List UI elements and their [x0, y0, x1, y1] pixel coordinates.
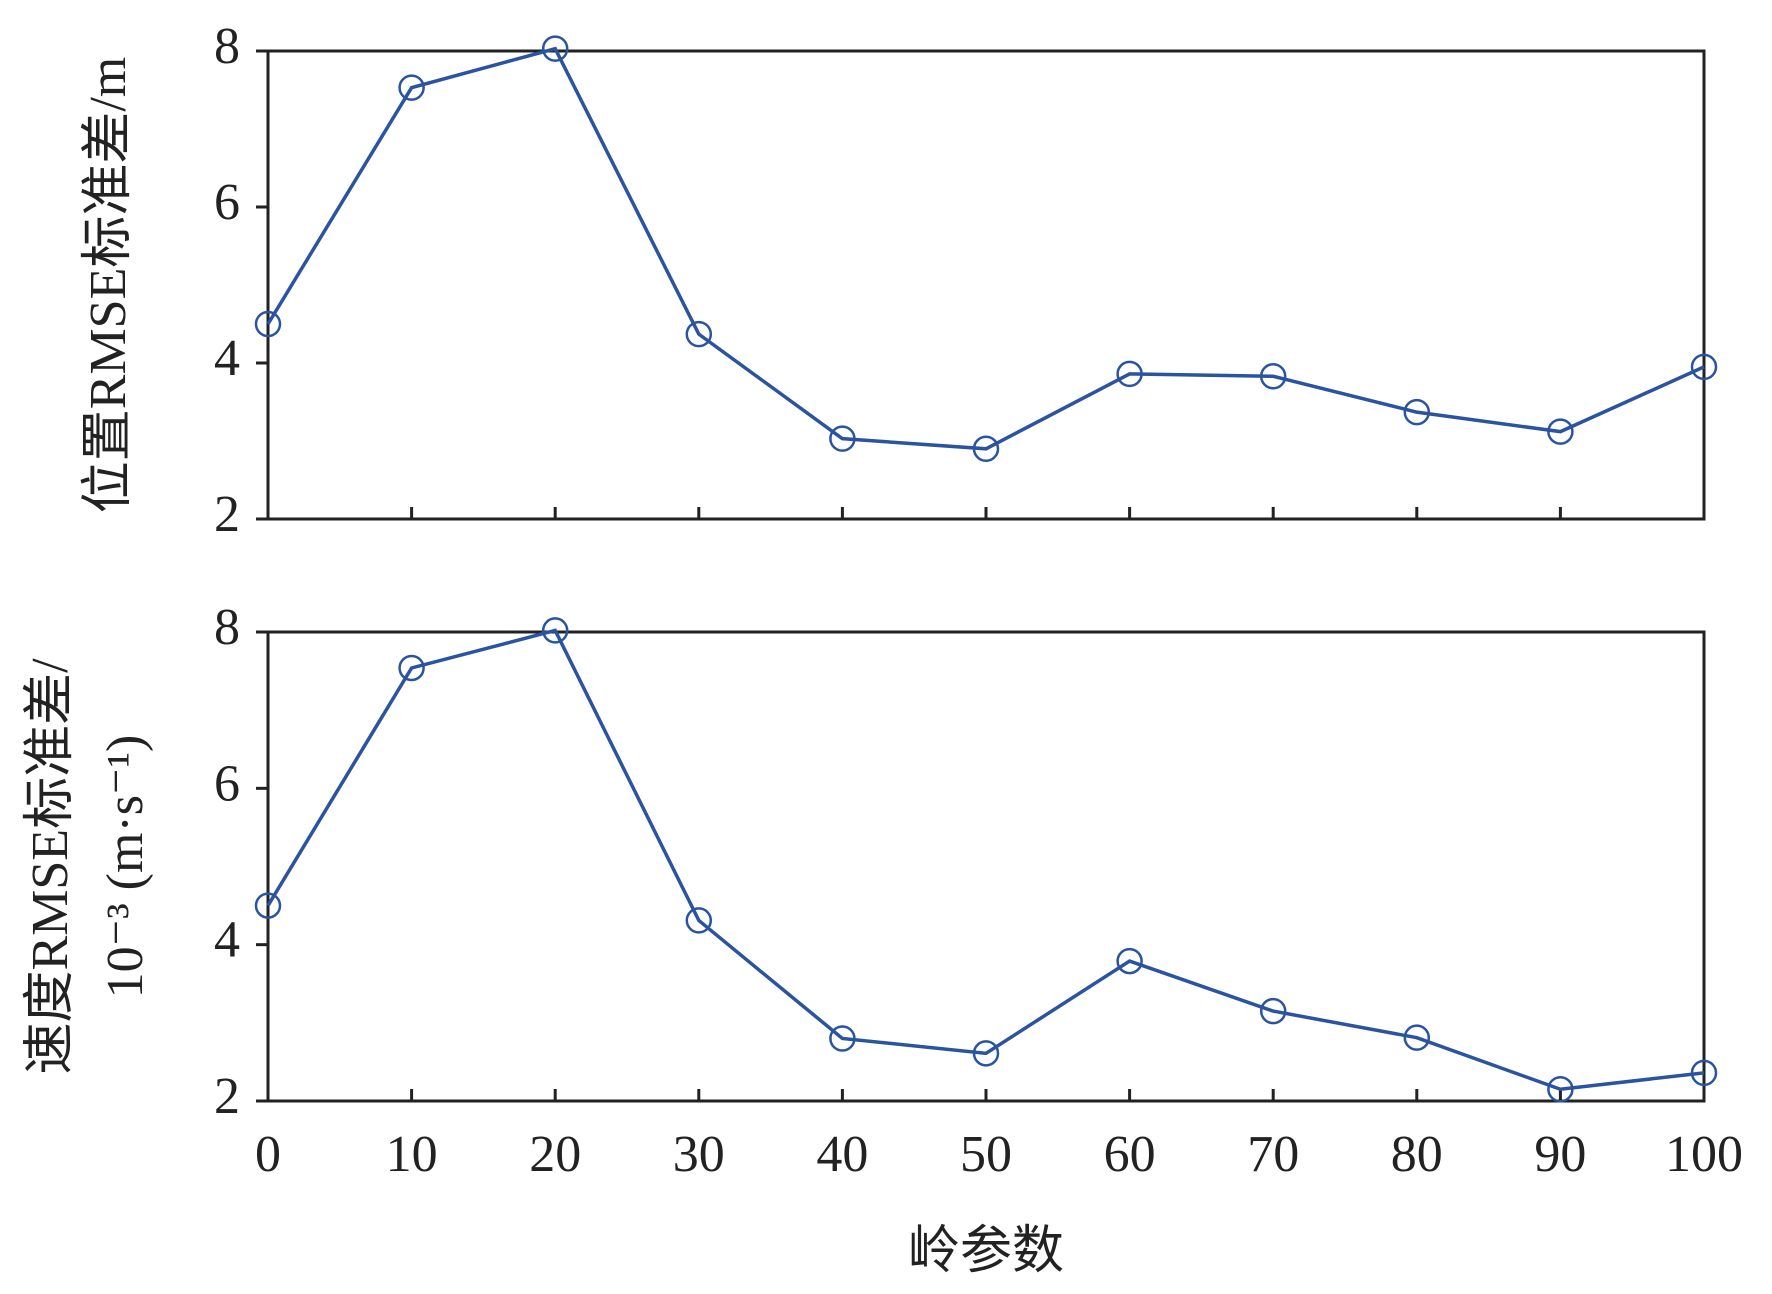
- data-line: [266, 628, 1705, 1092]
- y-axis-label: 位置RMSE标准差/m: [80, 57, 137, 514]
- y-tick-label: 8: [214, 599, 240, 656]
- plot-frame: [266, 630, 1706, 1103]
- data-point: [398, 74, 425, 101]
- data-point: [1116, 360, 1143, 388]
- x-axis-label: 岭参数: [908, 1223, 1064, 1280]
- x-tick-label: 70: [1247, 1126, 1299, 1183]
- data-line: [266, 46, 1705, 451]
- data-point: [1690, 1059, 1718, 1087]
- x-tick-label: 80: [1391, 1126, 1443, 1183]
- data-point: [1259, 363, 1287, 390]
- x-tick-label: 20: [529, 1126, 581, 1183]
- data-point: [254, 310, 282, 338]
- x-tick-label: 30: [673, 1126, 725, 1183]
- data-point: [829, 425, 856, 452]
- x-tick-label: 50: [960, 1126, 1012, 1183]
- y-tick-label: 6: [214, 755, 240, 812]
- y-axis-label-group: 10⁻³ (m·s⁻¹): [97, 735, 154, 999]
- data-point: [1403, 1024, 1431, 1051]
- x-tick-label: 0: [255, 1126, 281, 1183]
- data-point: [1547, 1076, 1574, 1103]
- x-tick-label: 40: [816, 1126, 868, 1183]
- data-point: [398, 654, 425, 682]
- data-point: [1116, 947, 1143, 975]
- data-point: [1403, 398, 1431, 426]
- y-axis-label-group: 速度RMSE标准差/: [22, 658, 79, 1075]
- y-tick-label: 2: [214, 1068, 240, 1125]
- y-tick-label: 2: [214, 486, 240, 543]
- x-tick-label: 10: [386, 1126, 438, 1183]
- y-axis-label: 10⁻³ (m·s⁻¹): [97, 735, 154, 999]
- data-point: [972, 1040, 1000, 1067]
- data-point: [1547, 418, 1574, 445]
- data-point: [1690, 353, 1718, 381]
- data-point: [685, 907, 713, 934]
- data-point: [541, 35, 569, 62]
- data-point: [254, 892, 282, 919]
- y-tick-label: 8: [214, 18, 240, 75]
- x-tick-label: 100: [1665, 1126, 1743, 1183]
- y-tick-label: 6: [214, 174, 240, 231]
- y-axis-label: 速度RMSE标准差/: [22, 658, 79, 1075]
- y-tick-label: 4: [214, 912, 240, 969]
- data-point: [1259, 997, 1287, 1025]
- y-tick-label: 4: [214, 330, 240, 387]
- y-axis-label-group: 位置RMSE标准差/m: [80, 57, 137, 514]
- data-point: [685, 320, 713, 348]
- data-point: [541, 617, 569, 644]
- x-tick-label: 90: [1534, 1126, 1586, 1183]
- x-tick-label: 60: [1104, 1126, 1156, 1183]
- data-point: [972, 435, 1000, 463]
- data-point: [829, 1025, 856, 1052]
